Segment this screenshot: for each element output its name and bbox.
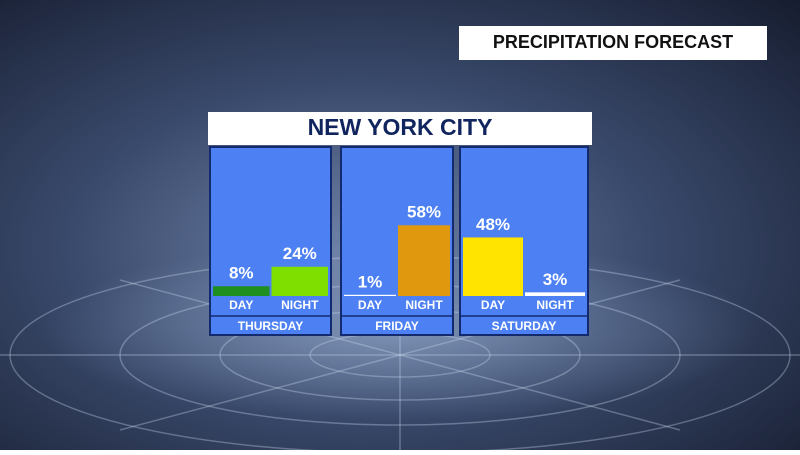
bar	[463, 237, 523, 296]
panel	[209, 146, 332, 336]
category-label: NIGHT	[405, 298, 443, 312]
bar	[213, 286, 270, 296]
category-label: DAY	[229, 298, 253, 312]
bar	[271, 266, 328, 296]
header: PRECIPITATION FORECAST	[493, 32, 733, 52]
group-label: THURSDAY	[238, 319, 304, 333]
bar	[398, 225, 450, 296]
title-box	[208, 112, 592, 145]
header-box	[459, 26, 767, 60]
category-label: DAY	[358, 298, 382, 312]
group-label: SATURDAY	[492, 319, 557, 333]
value-label: 3%	[543, 270, 568, 289]
value-label: 1%	[358, 272, 383, 291]
chart-title: NEW YORK CITY	[308, 114, 493, 140]
value-label: 8%	[229, 264, 254, 283]
value-label: 24%	[283, 244, 317, 263]
group-label: FRIDAY	[375, 319, 419, 333]
bar	[525, 292, 585, 296]
category-label: DAY	[481, 298, 505, 312]
panel	[340, 146, 454, 336]
value-label: 48%	[476, 215, 510, 234]
bar	[344, 294, 396, 296]
value-label: 58%	[407, 203, 441, 222]
category-label: NIGHT	[281, 298, 319, 312]
category-label: NIGHT	[536, 298, 574, 312]
